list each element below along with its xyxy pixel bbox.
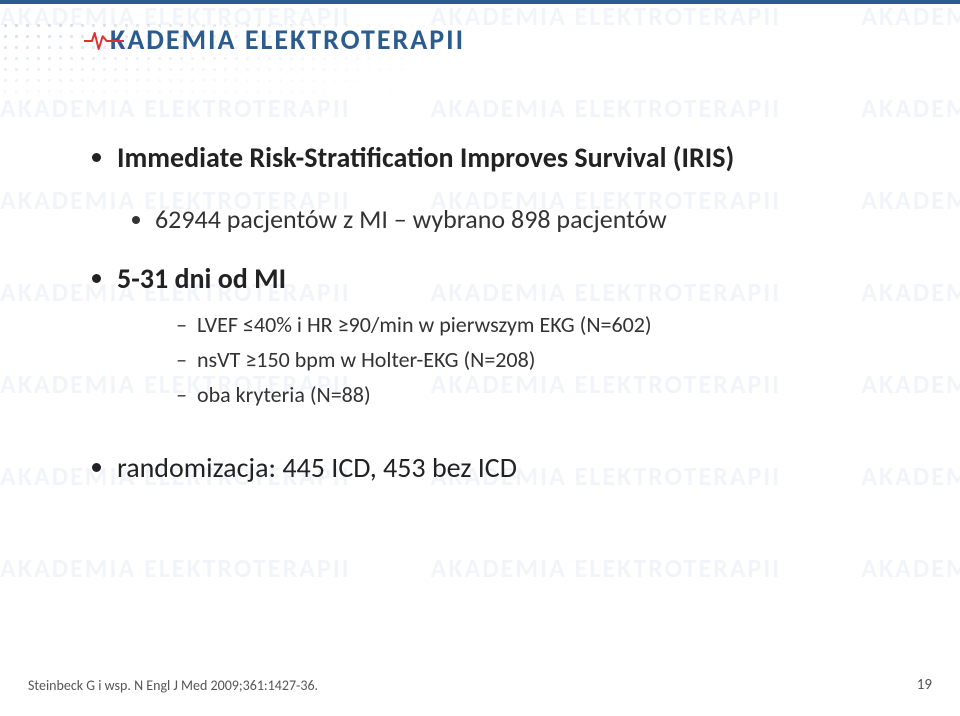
criterion-item: nsVT ≥150 bpm w Holter-EKG (N=208) <box>197 345 890 376</box>
citation: Steinbeck G i wsp. N Engl J Med 2009;361… <box>28 677 318 694</box>
criterion-item: oba kryteria (N=88) <box>197 380 890 411</box>
slide-content: Immediate Risk-Stratification Improves S… <box>0 110 960 485</box>
criterion-item: LVEF ≤40% i HR ≥90/min w pierwszym EKG (… <box>197 310 890 341</box>
page-number: 19 <box>917 676 932 694</box>
slide-title: Immediate Risk-Stratification Improves S… <box>117 140 890 175</box>
criteria-head: 5-31 dni od MI <box>117 261 890 296</box>
randomization: randomizacja: 445 ICD, 453 bez ICD <box>117 450 890 485</box>
brand-logo: KADEMIA ELEKTROTERAPII <box>110 22 465 57</box>
heartbeat-icon <box>84 30 124 52</box>
header: KADEMIA ELEKTROTERAPII <box>0 0 960 110</box>
brand-name: KADEMIA ELEKTROTERAPII <box>110 22 465 57</box>
header-topline <box>0 0 960 4</box>
footer: Steinbeck G i wsp. N Engl J Med 2009;361… <box>28 676 932 694</box>
subtitle-patients: 62944 pacjentów z MI – wybrano 898 pacje… <box>155 203 890 235</box>
